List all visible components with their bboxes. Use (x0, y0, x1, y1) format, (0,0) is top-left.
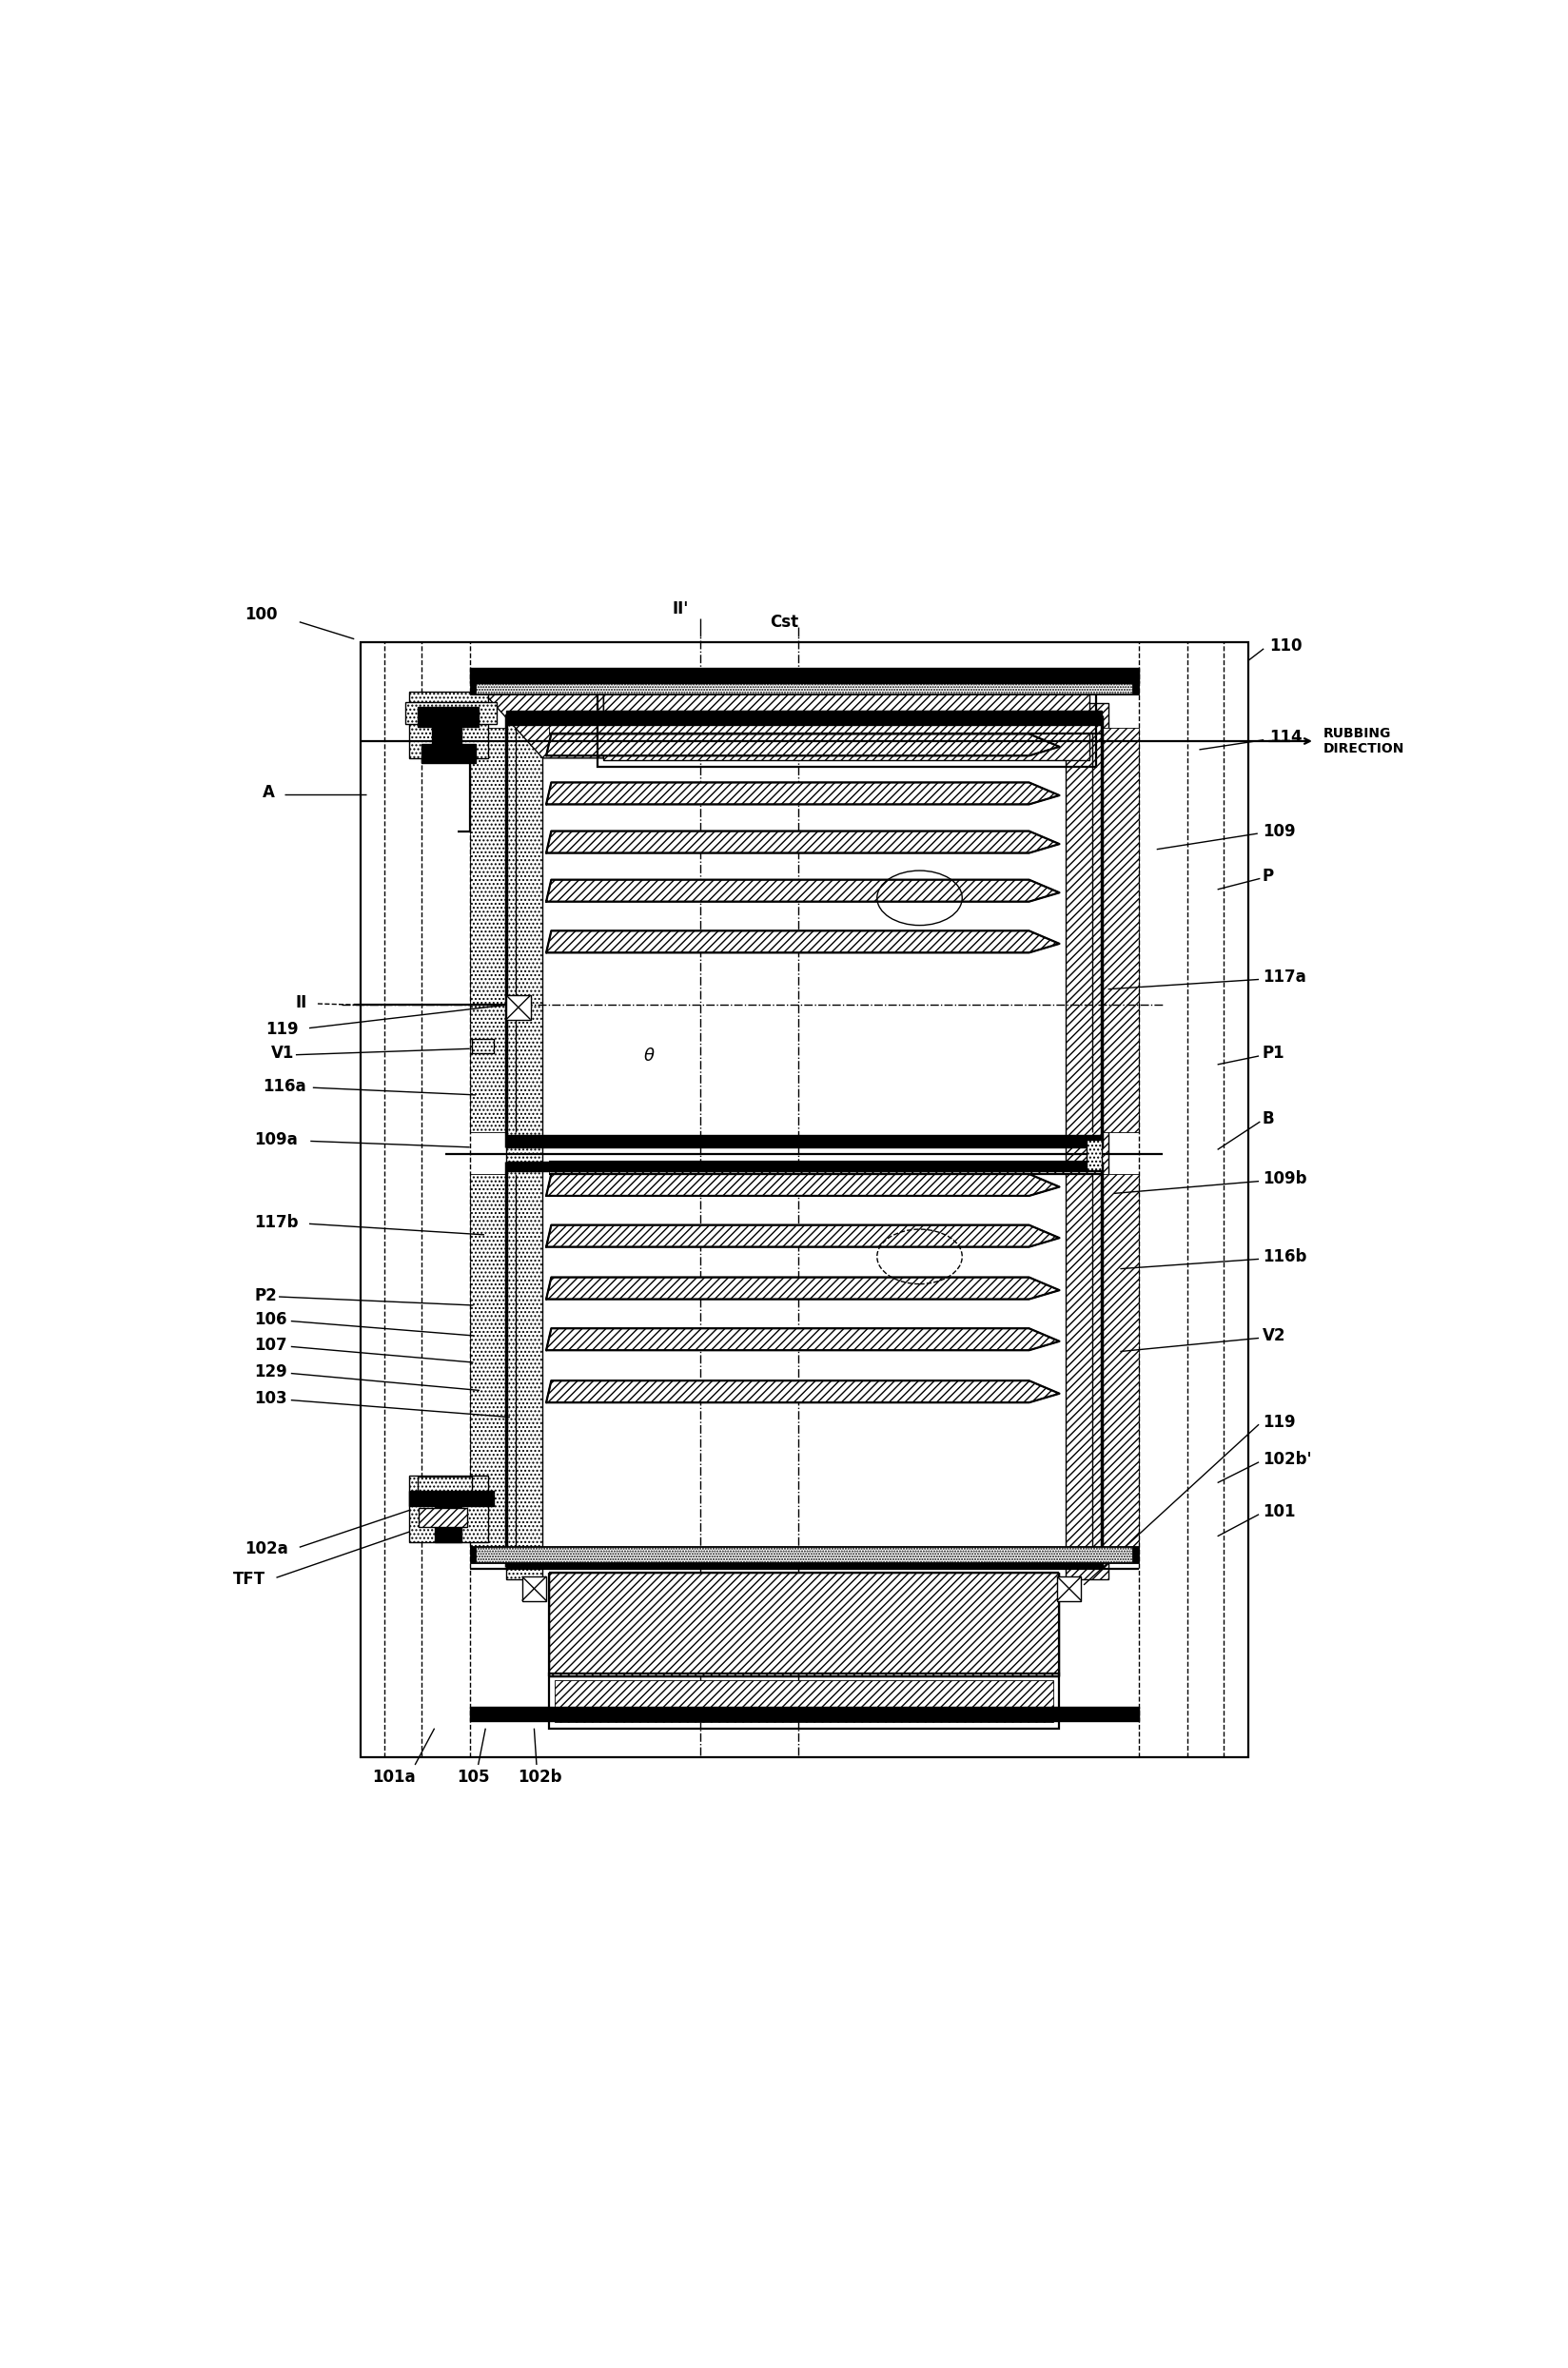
Polygon shape (546, 1328, 1058, 1350)
Text: II': II' (671, 599, 688, 618)
Bar (469, 727, 506, 1132)
Bar (1085, 1139, 1101, 1170)
Text: B: B (1262, 1111, 1273, 1127)
Bar (549, 1163, 1101, 1175)
Bar (434, 1506, 461, 1542)
Bar (506, 1134, 1101, 1146)
Text: V1: V1 (271, 1044, 295, 1063)
Text: 117a: 117a (1262, 969, 1305, 985)
Bar (472, 1040, 494, 1054)
Bar (506, 710, 1101, 725)
Bar (1101, 727, 1138, 1132)
Text: 109: 109 (1262, 822, 1295, 841)
Text: $\theta$: $\theta$ (643, 1047, 655, 1066)
Text: 101a: 101a (372, 1769, 416, 1785)
Bar (1065, 703, 1107, 1579)
Text: 100: 100 (245, 606, 278, 623)
Text: II: II (296, 995, 307, 1011)
Text: 102b: 102b (517, 1769, 561, 1785)
Bar (405, 703, 495, 725)
Bar (417, 708, 478, 727)
Polygon shape (546, 1276, 1058, 1300)
Text: 116a: 116a (263, 1077, 306, 1094)
Polygon shape (546, 781, 1058, 805)
Polygon shape (546, 1175, 1058, 1196)
Bar (469, 1175, 506, 1551)
Text: 107: 107 (254, 1338, 287, 1354)
Polygon shape (546, 831, 1058, 852)
Text: V2: V2 (1262, 1326, 1286, 1345)
Polygon shape (546, 881, 1058, 902)
Bar (469, 1546, 1138, 1563)
Text: 129: 129 (254, 1364, 287, 1381)
Bar (475, 677, 1132, 694)
Text: P: P (1262, 867, 1273, 886)
Text: 110: 110 (1269, 637, 1301, 656)
Polygon shape (546, 1224, 1058, 1248)
Bar (409, 1492, 494, 1506)
Bar (419, 1508, 467, 1527)
Text: 116b: 116b (1262, 1248, 1306, 1265)
Text: 106: 106 (254, 1312, 287, 1328)
Text: 101: 101 (1262, 1504, 1295, 1520)
Bar (549, 713, 1101, 734)
Text: 114: 114 (1269, 729, 1301, 746)
Text: TFT: TFT (232, 1570, 265, 1587)
Bar (469, 677, 1138, 694)
Text: 119: 119 (1262, 1414, 1295, 1430)
Bar (549, 1674, 1058, 1729)
Polygon shape (546, 734, 1058, 755)
Bar (555, 1679, 1052, 1722)
Bar (522, 1577, 546, 1601)
Bar (420, 744, 475, 762)
Bar (409, 1475, 488, 1542)
Bar (469, 668, 1138, 682)
Bar (506, 703, 543, 1579)
Text: P1: P1 (1262, 1044, 1284, 1063)
Polygon shape (488, 675, 604, 758)
Text: DIRECTION: DIRECTION (1322, 741, 1403, 755)
Text: Cst: Cst (770, 613, 798, 630)
Bar (475, 1546, 1132, 1563)
Text: 117b: 117b (254, 1215, 298, 1231)
Bar (431, 725, 461, 758)
Bar (506, 995, 530, 1021)
Text: RUBBING: RUBBING (1322, 727, 1391, 741)
Polygon shape (546, 1381, 1058, 1402)
Text: 105: 105 (456, 1769, 489, 1785)
Bar (604, 694, 1090, 760)
Bar (1057, 1577, 1080, 1601)
Text: 119: 119 (265, 1021, 298, 1037)
Polygon shape (546, 931, 1058, 952)
Text: 103: 103 (254, 1390, 287, 1407)
Bar (361, 642, 1247, 1757)
Text: 102b': 102b' (1262, 1452, 1311, 1468)
Text: A: A (263, 784, 274, 800)
Bar (549, 1572, 1058, 1677)
Bar (597, 687, 1096, 767)
Bar (506, 1163, 1101, 1172)
Text: 102a: 102a (245, 1539, 289, 1558)
Text: P2: P2 (254, 1286, 278, 1305)
Bar (409, 691, 488, 758)
Bar (506, 1553, 1101, 1568)
Bar (469, 1707, 1138, 1722)
Text: 109a: 109a (254, 1132, 298, 1148)
Bar (1101, 1175, 1138, 1551)
Bar (417, 1478, 472, 1492)
Text: 109b: 109b (1262, 1170, 1306, 1186)
